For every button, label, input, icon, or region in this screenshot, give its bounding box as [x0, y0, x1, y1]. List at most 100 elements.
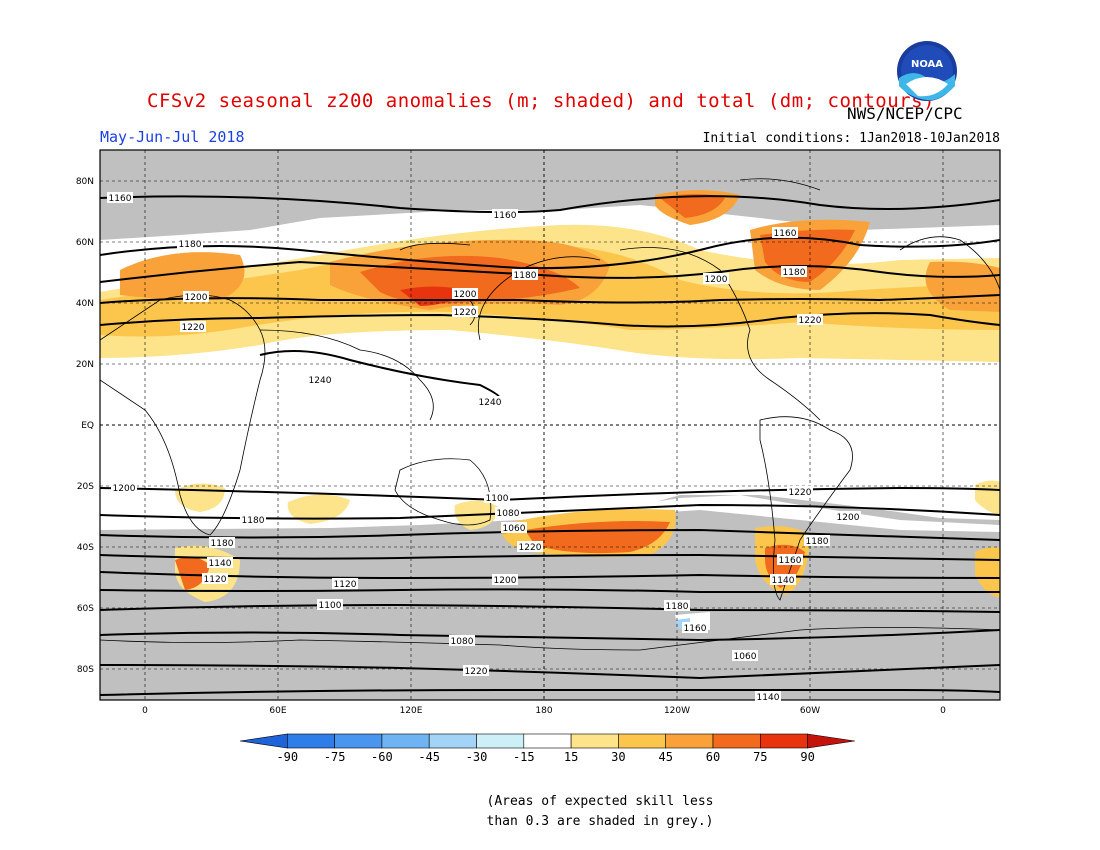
lon-label: 120E — [400, 706, 423, 716]
contour-label: 1180 — [242, 516, 265, 526]
contour-label-bg — [770, 574, 796, 585]
south-pacific-anomaly-75 — [525, 521, 670, 554]
contour-label: 1220 — [799, 316, 822, 326]
contour-label-bg — [804, 535, 830, 546]
contour-label: 1060 — [503, 524, 526, 534]
contour-label: 1200 — [454, 290, 477, 300]
contour-label: 1220 — [519, 543, 542, 553]
colorbar-label: 60 — [706, 750, 720, 764]
contour-label: 1200 — [494, 576, 517, 586]
contour-label-bg — [755, 691, 781, 702]
lon-label: 0 — [142, 706, 148, 716]
contour-label: 1140 — [772, 576, 795, 586]
contour-label: 1220 — [789, 488, 812, 498]
colorbar-label: 75 — [753, 750, 767, 764]
contour-label: 1180 — [666, 602, 689, 612]
colorbar-label: -60 — [371, 750, 393, 764]
europe-anomaly-60 — [120, 252, 245, 300]
contour-label: 1120 — [334, 580, 357, 590]
atlantic-anomaly-60 — [925, 261, 1000, 312]
contour-label: 1200 — [185, 293, 208, 303]
anomaly-map: 80N 60N 40N 20N EQ 20S 40S 60S 80S 0 60E… — [76, 149, 1001, 716]
contour-label: 1160 — [774, 229, 797, 239]
contour-label-bg — [240, 514, 266, 525]
colorbar-swatch — [570, 733, 619, 749]
lon-label: 60W — [800, 706, 820, 716]
colorbar-label: 15 — [564, 750, 578, 764]
colorbar-label: -75 — [324, 750, 346, 764]
contour-label: 1180 — [806, 537, 829, 547]
lat-label: 60N — [76, 238, 94, 248]
noaa-logo: NOAA — [897, 41, 957, 101]
contour-label: 1220 — [182, 323, 205, 333]
contour-label-bg — [180, 321, 206, 332]
map-frame — [99, 149, 1001, 701]
footnote: (Areas of expected skill less than 0.3 a… — [470, 792, 730, 832]
contour-label-bg — [452, 288, 478, 299]
lon-label: 120W — [664, 706, 690, 716]
contour-label: 1240 — [309, 376, 332, 386]
footnote-line: (Areas of expected skill less — [486, 794, 714, 809]
contour-label: 1240 — [479, 398, 502, 408]
contour-label: 1140 — [209, 559, 232, 569]
contour-label-bg — [463, 665, 489, 676]
contour-label-bg — [477, 396, 503, 407]
contour-label-bg — [107, 192, 133, 203]
contour-label: 1200 — [837, 513, 860, 523]
colorbar-swatch — [618, 733, 667, 749]
contour-label: 1180 — [783, 268, 806, 278]
contour-label-bg — [682, 622, 708, 633]
colorbar-swatch — [286, 733, 335, 749]
contour-label: 1180 — [211, 539, 234, 549]
colorbar-label: 30 — [611, 750, 625, 764]
colorbar-swatch — [476, 733, 525, 749]
lat-label: 80N — [76, 177, 94, 187]
lat-label: 40S — [77, 543, 94, 553]
contour-label: 1100 — [319, 601, 342, 611]
longitude-labels: 0 60E 120E 180 120W 60W 0 — [142, 706, 946, 716]
colorbar-label: -45 — [418, 750, 440, 764]
contour-label-bg — [111, 482, 137, 493]
colorbar-swatch — [807, 733, 855, 749]
contour-label-bg — [492, 574, 518, 585]
lat-label: 80S — [77, 665, 94, 675]
contour-label: 1080 — [451, 637, 474, 647]
contour-label: 1220 — [454, 308, 477, 318]
colorbar-swatch — [334, 733, 383, 749]
contour-label: 1200 — [705, 275, 728, 285]
contour-label-bg — [512, 269, 538, 280]
contour-label-bg — [449, 635, 475, 646]
colorbar-label: -90 — [276, 750, 298, 764]
colorbar-labels: -90 -75 -60 -45 -30 -15 15 30 45 60 75 90 — [276, 750, 814, 764]
contour-label-bg — [492, 209, 518, 220]
agency-label: NWS/NCEP/CPC — [847, 104, 963, 123]
initial-conditions-label: Initial conditions: 1Jan2018-10Jan2018 — [702, 131, 1000, 146]
contour-label-bg — [452, 306, 478, 317]
contour-label: 1180 — [514, 271, 537, 281]
contour-label: 1160 — [779, 556, 802, 566]
lat-label: 60S — [77, 604, 94, 614]
contour-label-bg — [484, 492, 510, 503]
contour-label-bg — [177, 238, 203, 249]
colorbar-label: -30 — [466, 750, 488, 764]
contour-label-bg — [183, 291, 209, 302]
contour-label-bg — [797, 314, 823, 325]
arctic-anomaly-75 — [660, 194, 725, 218]
contour-label-bg — [501, 522, 527, 533]
south-atlantic-anomaly-75 — [175, 556, 210, 590]
lat-label: 20S — [77, 482, 94, 492]
contour-label-bg — [732, 650, 758, 661]
contour-label: 1180 — [179, 240, 202, 250]
contour-label: 1140 — [757, 693, 780, 703]
contour-labels: 1160 1160 1180 1200 1220 1240 1240 1180 1200 1220… — [107, 192, 861, 703]
lat-label: 40N — [76, 299, 94, 309]
lat-label: EQ — [81, 421, 94, 431]
colorbar: -90 -75 -60 -45 -30 -15 15 30 45 60 75 90 — [239, 733, 855, 764]
contour-label: 1160 — [494, 211, 517, 221]
contour-label: 1160 — [109, 194, 132, 204]
lon-label: 60E — [269, 706, 286, 716]
contour-label: 1080 — [497, 509, 520, 519]
contour-label: 1120 — [204, 575, 227, 585]
colorbar-swatch — [759, 733, 808, 749]
contour-label: 1160 — [684, 624, 707, 634]
